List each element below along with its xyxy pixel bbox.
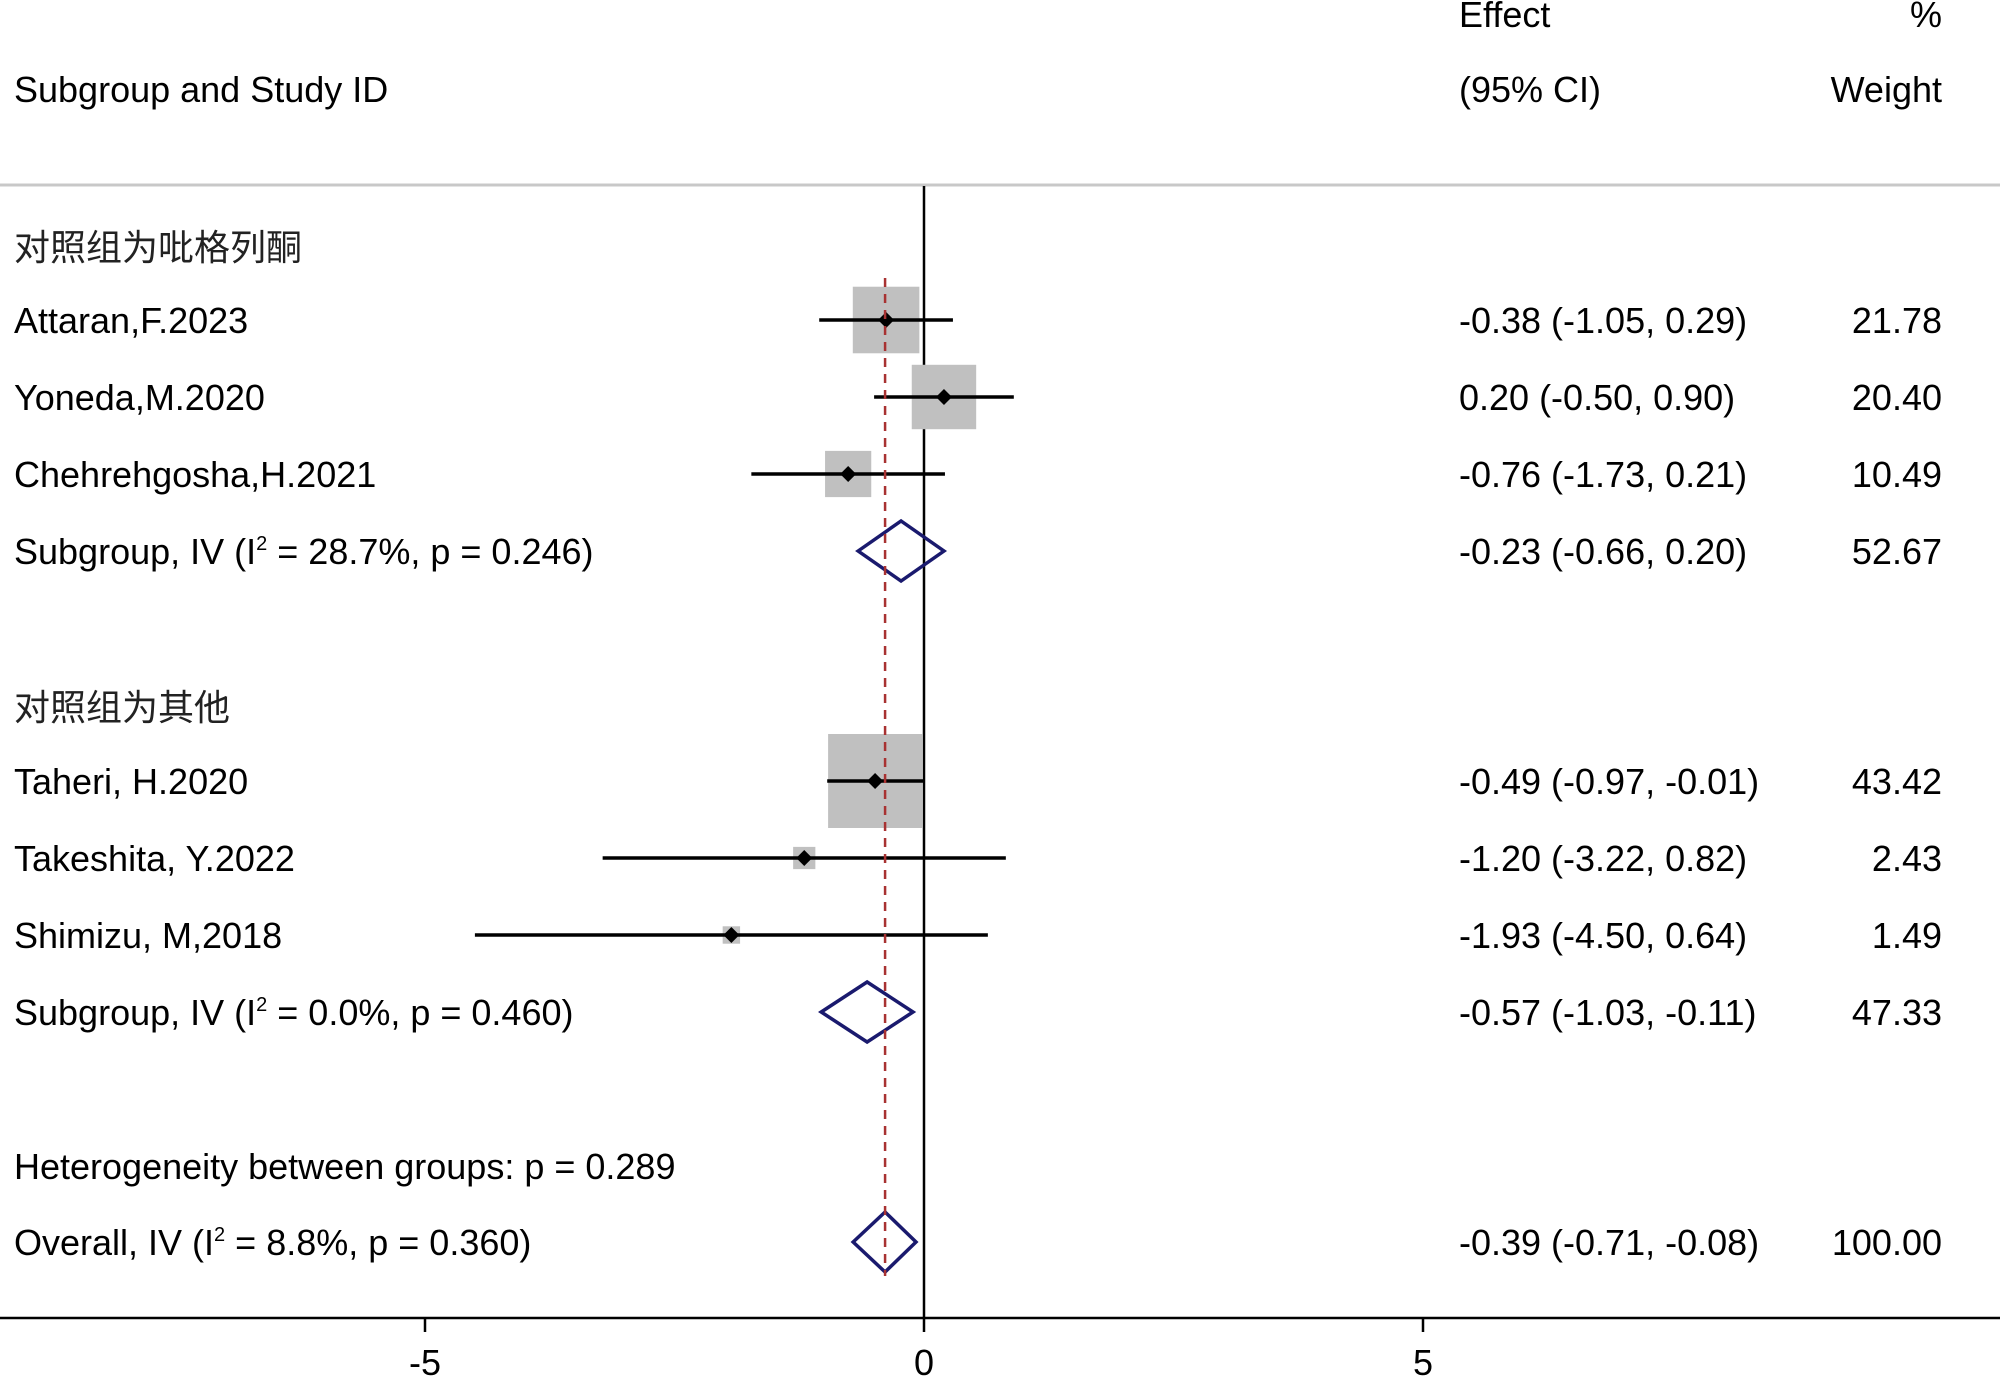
group-heading: 对照组为其他 xyxy=(14,687,231,728)
point-estimate xyxy=(935,389,952,405)
weight-value: 43.42 xyxy=(1851,761,1942,802)
group-heading: 对照组为吡格列酮 xyxy=(14,227,303,268)
study-name: Takeshita, Y.2022 xyxy=(14,838,295,879)
header-weight-line1: % xyxy=(1909,0,1942,35)
weight-value: 2.43 xyxy=(1871,838,1942,879)
subgroup-summary-label: Subgroup, IV (I2 = 0.0%, p = 0.460) xyxy=(14,993,573,1039)
study-name: Yoneda,M.2020 xyxy=(14,377,265,418)
header-effect-line2: (95% CI) xyxy=(1459,69,1602,110)
subgroup-weight-value: 52.67 xyxy=(1851,531,1942,572)
header-effect-line1: Effect xyxy=(1459,0,1551,35)
effect-ci-text: -0.38 (-1.05, 0.29) xyxy=(1459,300,1748,341)
weight-value: 20.40 xyxy=(1851,377,1942,418)
i2-superscript: 2 xyxy=(256,533,268,555)
point-estimate xyxy=(840,466,857,482)
study-name: Taheri, H.2020 xyxy=(14,761,249,802)
effect-ci-text: 0.20 (-0.50, 0.90) xyxy=(1459,377,1736,418)
point-estimate xyxy=(723,927,740,943)
overall-effect-ci-text: -0.39 (-0.71, -0.08) xyxy=(1459,1222,1760,1263)
weight-value: 1.49 xyxy=(1871,915,1942,956)
subgroup-label-suffix: = 28.7%, p = 0.246) xyxy=(267,531,594,572)
effect-ci-text: -1.93 (-4.50, 0.64) xyxy=(1459,915,1748,956)
subgroup-weight-value: 47.33 xyxy=(1851,992,1942,1033)
subgroup-diamond xyxy=(855,518,948,584)
x-tick-label: 0 xyxy=(914,1342,934,1383)
heterogeneity-text: Heterogeneity between groups: p = 0.289 xyxy=(14,1146,676,1187)
overall-label-prefix: Overall, IV (I xyxy=(14,1222,215,1263)
header-weight-line2: Weight xyxy=(1830,69,1942,110)
point-estimate xyxy=(878,312,895,328)
subgroup-diamond xyxy=(818,979,917,1045)
subgroup-effect-ci-text: -0.57 (-1.03, -0.11) xyxy=(1459,992,1757,1033)
subgroup-summary-label: Subgroup, IV (I2 = 28.7%, p = 0.246) xyxy=(14,532,594,578)
study-name: Attaran,F.2023 xyxy=(14,300,249,341)
subgroup-effect-ci-text: -0.23 (-0.66, 0.20) xyxy=(1459,531,1748,572)
weight-value: 10.49 xyxy=(1851,454,1942,495)
point-estimate xyxy=(796,850,813,866)
header-study-column: Subgroup and Study ID xyxy=(14,69,389,110)
x-tick-label: 5 xyxy=(1413,1342,1433,1383)
study-name: Shimizu, M,2018 xyxy=(14,915,283,956)
effect-ci-text: -0.76 (-1.73, 0.21) xyxy=(1459,454,1748,495)
overall-summary-label: Overall, IV (I2 = 8.8%, p = 0.360) xyxy=(14,1223,531,1269)
subgroup-label-prefix: Subgroup, IV (I xyxy=(14,531,257,572)
overall-weight-value: 100.00 xyxy=(1831,1222,1942,1263)
overall-diamond xyxy=(850,1209,919,1275)
i2-superscript: 2 xyxy=(214,1224,226,1246)
weight-value: 21.78 xyxy=(1851,300,1942,341)
subgroup-label-prefix: Subgroup, IV (I xyxy=(14,992,257,1033)
subgroup-label-suffix: = 0.0%, p = 0.460) xyxy=(267,992,574,1033)
point-estimate xyxy=(867,773,884,789)
i2-superscript: 2 xyxy=(256,994,268,1016)
x-tick-label: -5 xyxy=(409,1342,441,1383)
effect-ci-text: -0.49 (-0.97, -0.01) xyxy=(1459,761,1760,802)
effect-ci-text: -1.20 (-3.22, 0.82) xyxy=(1459,838,1748,879)
overall-label-suffix: = 8.8%, p = 0.360) xyxy=(225,1222,532,1263)
study-name: Chehrehgosha,H.2021 xyxy=(14,454,377,495)
